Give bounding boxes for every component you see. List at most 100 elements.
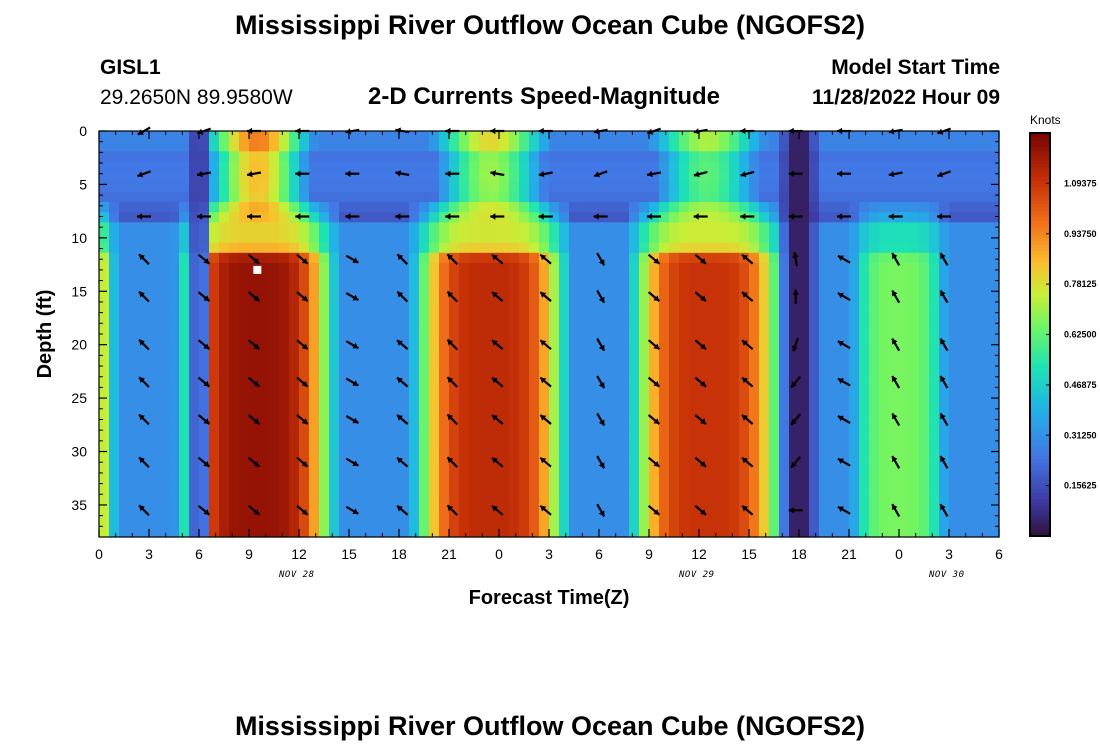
heatmap-cell <box>169 273 180 284</box>
vector-head <box>447 254 454 261</box>
heatmap-cell <box>919 202 930 213</box>
heatmap-cell <box>779 202 790 213</box>
heatmap-cell <box>819 364 830 376</box>
heatmap-cell <box>909 303 920 315</box>
heatmap-cell <box>819 181 830 193</box>
heatmap-cell <box>869 334 880 345</box>
heatmap-cell <box>689 435 700 447</box>
heatmap-cell <box>129 161 140 173</box>
heatmap-cell <box>419 283 430 294</box>
heatmap-cell <box>659 161 670 173</box>
heatmap-cell <box>329 506 340 518</box>
heatmap-cell <box>649 374 660 386</box>
heatmap-cell <box>499 171 510 183</box>
heatmap-cell <box>389 232 400 244</box>
heatmap-cell <box>879 181 890 193</box>
heatmap-cell <box>449 526 460 538</box>
heatmap-cell <box>609 252 620 264</box>
heatmap-cell <box>209 151 220 163</box>
current-vector <box>939 503 949 517</box>
heatmap-cell <box>829 191 840 203</box>
heatmap-cell <box>479 273 490 284</box>
heatmap-cell <box>509 384 520 396</box>
heatmap-cell <box>779 293 790 305</box>
heatmap-cell <box>229 526 240 538</box>
heatmap-cell <box>689 344 700 355</box>
heatmap-cell <box>469 202 480 213</box>
heatmap-cell <box>809 242 820 254</box>
heatmap-cell <box>719 222 730 234</box>
heatmap-cell <box>289 476 300 487</box>
heatmap-cell <box>869 293 880 305</box>
heatmap-cell <box>519 405 530 416</box>
heatmap-cell <box>759 435 770 447</box>
vector-head <box>352 417 359 424</box>
heatmap-cell <box>779 171 790 183</box>
heatmap-cell <box>159 222 170 234</box>
heatmap-cell <box>949 496 960 508</box>
heatmap-cell <box>969 486 980 497</box>
heatmap-cell <box>639 161 650 173</box>
heatmap-cell <box>319 374 330 386</box>
heatmap-cell <box>199 181 210 193</box>
heatmap-cell <box>879 334 890 345</box>
heatmap-cell <box>459 526 470 538</box>
heatmap-cell <box>949 476 960 487</box>
heatmap-cell <box>249 405 260 416</box>
heatmap-cell <box>699 283 710 294</box>
heatmap-cell <box>429 364 440 376</box>
heatmap-cell <box>229 161 240 173</box>
heatmap-cell <box>599 445 610 457</box>
heatmap-cell <box>609 232 620 244</box>
heatmap-cell <box>749 323 760 335</box>
heatmap-cell <box>749 506 760 518</box>
heatmap-cell <box>979 161 990 173</box>
heatmap-cell <box>289 151 300 163</box>
heatmap-cell <box>479 516 490 528</box>
heatmap-cell <box>979 425 990 437</box>
heatmap-cell <box>319 293 330 305</box>
heatmap-cell <box>819 232 830 244</box>
heatmap-cell <box>409 425 420 437</box>
heatmap-cell <box>819 425 830 437</box>
heatmap-cell <box>379 242 390 254</box>
heatmap-cell <box>819 191 830 203</box>
heatmap-cell <box>619 161 630 173</box>
heatmap-cell <box>99 293 110 305</box>
heatmap-cell <box>489 506 500 518</box>
heatmap-cell <box>159 476 170 487</box>
heatmap-cell <box>319 455 330 467</box>
heatmap-cell <box>429 516 440 528</box>
heatmap-cell <box>119 445 130 457</box>
heatmap-cell <box>179 283 190 294</box>
heatmap-cell <box>99 242 110 254</box>
heatmap-cell <box>489 202 500 213</box>
current-vector <box>247 456 261 468</box>
heatmap-cell <box>439 415 450 426</box>
heatmap-cell <box>739 131 750 142</box>
heatmap-cell <box>379 516 390 528</box>
heatmap-cell <box>959 516 970 528</box>
heatmap-cell <box>859 191 870 203</box>
heatmap-cell <box>849 181 860 193</box>
heatmap-cell <box>319 273 330 284</box>
vector-head <box>492 415 498 421</box>
heatmap-cell <box>389 425 400 437</box>
heatmap-cell <box>559 252 570 264</box>
heatmap-cell <box>559 476 570 487</box>
heatmap-cell <box>349 141 360 152</box>
heatmap-cell <box>979 344 990 355</box>
heatmap-cell <box>679 313 690 325</box>
heatmap-cell <box>509 425 520 437</box>
heatmap-cell <box>669 334 680 345</box>
heatmap-cell <box>659 303 670 315</box>
heatmap-cell <box>159 293 170 305</box>
heatmap-cell <box>809 516 820 528</box>
heatmap-cell <box>949 303 960 315</box>
heatmap-cell <box>649 191 660 203</box>
heatmap-cell <box>829 283 840 294</box>
heatmap-cell <box>889 344 900 355</box>
heatmap-cell <box>389 354 400 366</box>
heatmap-cell <box>709 384 720 396</box>
current-vector <box>694 414 707 425</box>
